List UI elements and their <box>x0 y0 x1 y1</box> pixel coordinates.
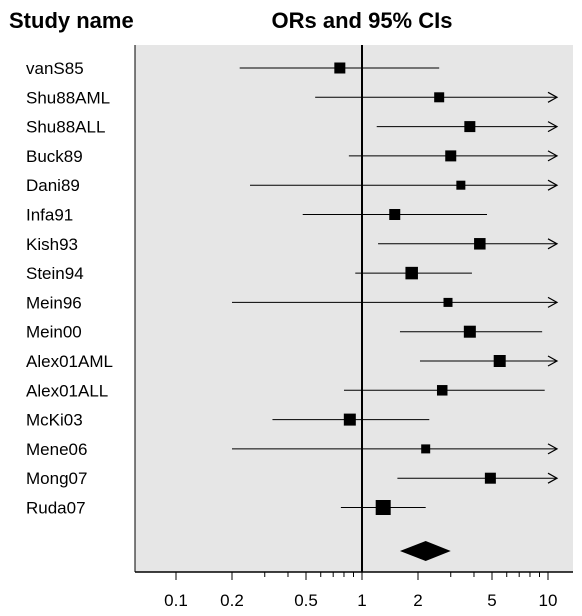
point-estimate <box>376 500 391 515</box>
point-estimate <box>389 209 400 220</box>
point-estimate <box>437 385 448 396</box>
x-tick-label: 0.2 <box>220 591 244 610</box>
study-label: Alex01AML <box>26 352 113 371</box>
study-label: Ruda07 <box>26 499 86 518</box>
point-estimate <box>344 414 356 426</box>
point-estimate <box>444 298 453 307</box>
point-estimate <box>421 444 430 453</box>
point-estimate <box>456 181 465 190</box>
plot-area <box>135 45 573 572</box>
point-estimate <box>434 92 444 102</box>
study-label: Shu88AML <box>26 88 110 107</box>
study-label: Mein00 <box>26 323 82 342</box>
x-tick-label: 2 <box>413 591 422 610</box>
point-estimate <box>464 121 475 132</box>
point-estimate <box>405 267 418 280</box>
study-label: Mong07 <box>26 469 87 488</box>
study-label: Mein96 <box>26 293 82 312</box>
study-label: Kish93 <box>26 235 78 254</box>
point-estimate <box>464 326 476 338</box>
study-label: Buck89 <box>26 147 83 166</box>
point-estimate <box>445 150 456 161</box>
study-label: Stein94 <box>26 264 84 283</box>
chart-title: ORs and 95% CIs <box>272 8 453 33</box>
x-tick-label: 10 <box>539 591 558 610</box>
study-label: Infa91 <box>26 206 73 225</box>
column-header-study-name: Study name <box>9 8 134 33</box>
study-label: vanS85 <box>26 59 84 78</box>
point-estimate <box>334 63 345 74</box>
x-tick-label: 1 <box>357 591 366 610</box>
study-label: Alex01ALL <box>26 381 108 400</box>
point-estimate <box>474 238 486 250</box>
x-axis: 0.1 0.2 0.5 1 2 5 10 <box>135 572 573 610</box>
x-tick-label: 0.5 <box>294 591 318 610</box>
study-label: Mene06 <box>26 440 87 459</box>
study-label: McKi03 <box>26 411 83 430</box>
study-labels: vanS85 Shu88AML Shu88ALL Buck89 Dani89 Infa91… <box>26 59 113 518</box>
x-tick-label: 5 <box>487 591 496 610</box>
point-estimate <box>485 473 496 484</box>
x-tick-label: 0.1 <box>164 591 188 610</box>
study-label: Dani89 <box>26 176 80 195</box>
study-label: Shu88ALL <box>26 118 105 137</box>
point-estimate <box>494 355 506 367</box>
